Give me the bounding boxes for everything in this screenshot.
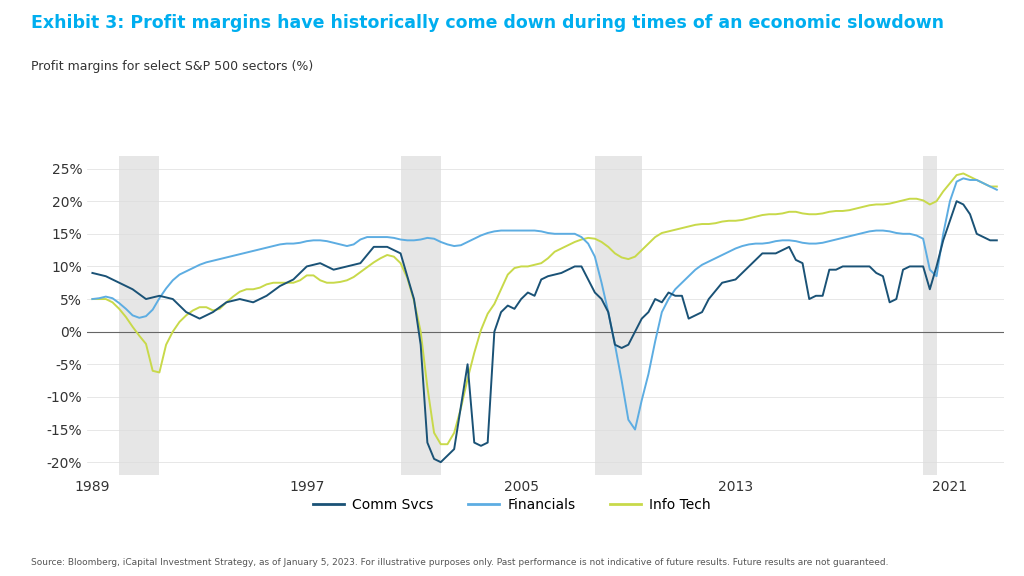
- Text: Source: Bloomberg, iCapital Investment Strategy, as of January 5, 2023. For illu: Source: Bloomberg, iCapital Investment S…: [31, 558, 888, 567]
- Bar: [923, 156, 937, 475]
- Bar: [119, 156, 160, 475]
- Text: Profit margins for select S&P 500 sectors (%): Profit margins for select S&P 500 sector…: [31, 60, 313, 74]
- Bar: [595, 156, 642, 475]
- Bar: [400, 156, 440, 475]
- Text: Exhibit 3: Profit margins have historically come down during times of an economi: Exhibit 3: Profit margins have historica…: [31, 14, 944, 32]
- Legend: Comm Svcs, Financials, Info Tech: Comm Svcs, Financials, Info Tech: [308, 492, 716, 517]
